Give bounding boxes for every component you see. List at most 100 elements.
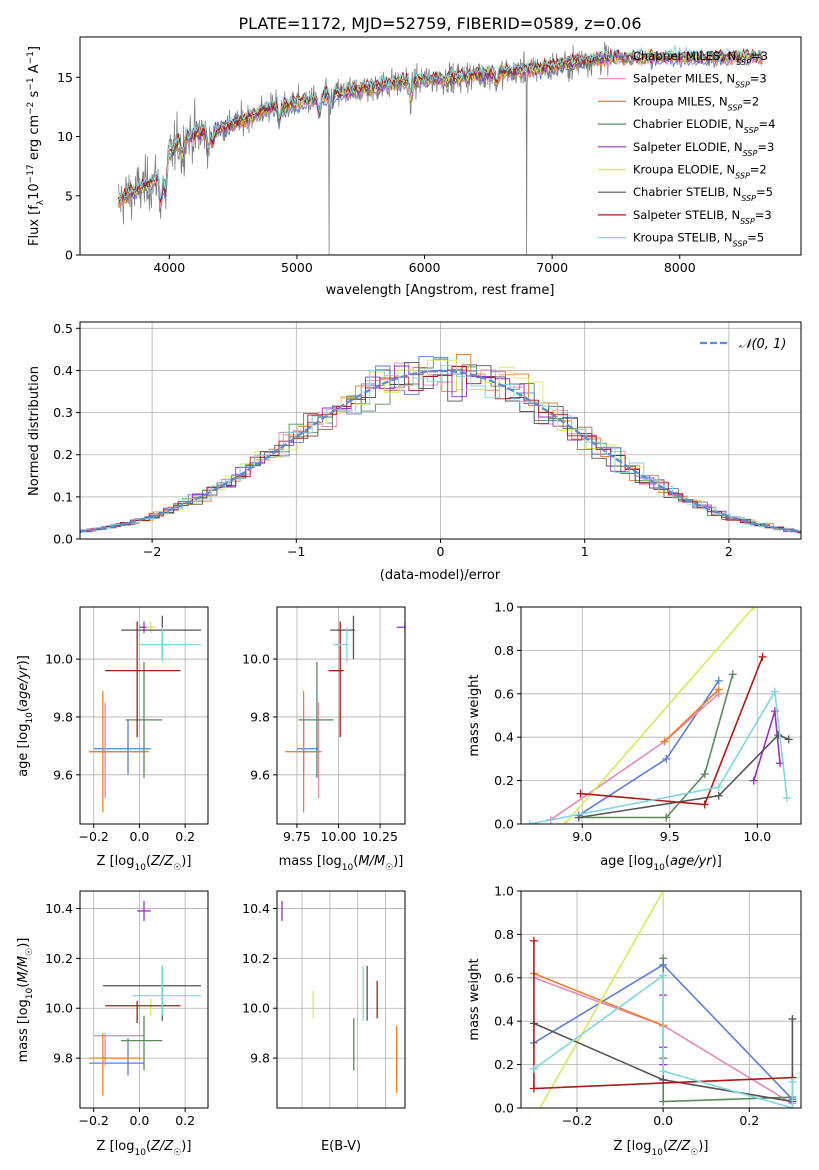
series-7-marker <box>758 652 767 661</box>
label-part: Kroupa MILES, N <box>633 94 728 108</box>
y-tick-label: 10.0 <box>242 1001 270 1016</box>
y-tick-label: 10.2 <box>45 951 73 966</box>
label-part: ] <box>27 46 42 51</box>
x-tick-label: −0.2 <box>79 1113 109 1128</box>
label-part: / <box>16 965 31 972</box>
series-2-marker <box>660 737 669 746</box>
label-part: Z [log <box>97 854 135 869</box>
label-part: / <box>693 854 700 869</box>
age_vs_Z-ylabel: age [log10(age/yr)] <box>16 655 35 777</box>
label-part: =2 <box>742 94 759 108</box>
y-tick-label: 9.6 <box>250 767 270 782</box>
label-part: =3 <box>750 72 767 86</box>
label-part: =3 <box>757 140 774 154</box>
axes-frame <box>79 890 209 1109</box>
y-tick-label: 0.5 <box>53 321 73 336</box>
y-tick-label: 1.0 <box>494 600 514 615</box>
x-tick-label: 4000 <box>153 260 185 275</box>
series-8-marker <box>770 687 779 696</box>
series-3-marker <box>700 770 709 779</box>
y-tick-label: 15 <box>57 70 73 85</box>
weight_vs_Z-xlabel: Z [log10(Z/Z☉)] <box>614 1139 709 1158</box>
series-4-marker <box>749 776 758 785</box>
series-7-marker <box>576 789 585 798</box>
label-part: 10 <box>651 1148 663 1158</box>
x-tick-label: 10.00 <box>321 829 357 844</box>
label-part: =5 <box>747 231 764 245</box>
label-part: 10 <box>653 863 665 873</box>
mass_vs_Z-xlabel: Z [log10(Z/Z☉)] <box>97 1139 192 1158</box>
label-part: Z <box>150 854 161 869</box>
label-part: ☉ <box>173 1148 181 1158</box>
label-part: M <box>16 956 31 967</box>
figure-title: PLATE=1172, MJD=52759, FIBERID=0589, z=0… <box>238 14 641 33</box>
label-part: SSP <box>735 171 750 180</box>
x-tick-label: 6000 <box>409 260 441 275</box>
x-tick-label: 9.75 <box>283 829 311 844</box>
x-tick-label: 7000 <box>536 260 568 275</box>
label-part: SSP <box>744 126 759 135</box>
x-tick-label: 0.0 <box>129 829 149 844</box>
plot-area <box>89 615 202 813</box>
series-0-marker <box>662 754 671 763</box>
legend-label: Chabrier ELODIE, NSSP=4 <box>633 117 775 135</box>
label-part: yr <box>698 854 714 869</box>
label-part: / <box>16 677 31 684</box>
label-part: =5 <box>756 185 773 199</box>
label-part: ( <box>663 1139 668 1154</box>
label-part: ( <box>16 707 31 712</box>
legend-label: Chabrier MILES, NSSP=3 <box>633 49 768 67</box>
legend-label: Salpeter ELODIE, NSSP=3 <box>633 140 774 158</box>
label-part: Kroupa STELIB, N <box>633 231 733 245</box>
series-8-marker <box>783 793 791 802</box>
axes-spectrum: 4000 5000 6000 7000 8000 0 5 10 15 Chabrier MILES… <box>57 36 802 275</box>
label-part: ( <box>665 854 670 869</box>
label-part: / <box>676 1139 683 1154</box>
y-tick-label: 0.2 <box>53 447 73 462</box>
x-tick-label: −2 <box>143 544 161 559</box>
axes-weight_vs_age: 9.0 9.5 10.0 0.0 0.2 0.4 0.6 0.8 1.0 <box>494 600 802 844</box>
plot-area <box>285 615 405 813</box>
series-5-marker <box>560 820 569 824</box>
label-part: SSP <box>736 58 751 67</box>
label-part: Z <box>150 1139 161 1154</box>
label-part: mass [log <box>279 854 342 869</box>
series-3-marker <box>728 670 737 679</box>
label-part: ☉ <box>385 863 393 873</box>
y-tick-label: 0.6 <box>494 970 514 985</box>
label-part: SSP <box>733 239 748 248</box>
axes-frame <box>520 890 802 1109</box>
weight_vs_Z-ylabel: mass weight <box>467 958 482 1040</box>
series-5-line <box>539 891 664 1108</box>
legend-label: Salpeter MILES, NSSP=3 <box>633 72 767 90</box>
label-part: erg cm <box>27 115 42 164</box>
label-part: / <box>159 854 166 869</box>
label-part: Z <box>667 1139 678 1154</box>
plot-area <box>525 607 793 824</box>
series-2-line <box>533 972 664 1027</box>
x-tick-label: 2 <box>725 544 733 559</box>
axes-frame <box>520 606 802 825</box>
y-tick-label: 0.3 <box>53 405 73 420</box>
series-8-marker <box>788 1104 797 1108</box>
series-6-marker <box>788 1015 797 1024</box>
label-part: M <box>358 854 369 869</box>
label-part: −1 <box>26 51 36 64</box>
y-tick-label: 10.0 <box>45 652 73 667</box>
label-part: Salpeter STELIB, N <box>633 208 740 222</box>
x-tick-label: 8000 <box>664 260 696 275</box>
x-tick-label: 0.2 <box>175 829 195 844</box>
label-part: λ <box>36 199 46 205</box>
x-tick-label: 0 <box>437 544 445 559</box>
label-part: ( <box>353 854 358 869</box>
label-part: =3 <box>751 49 768 63</box>
y-tick-label: 0.6 <box>494 686 514 701</box>
label-part: Z <box>163 854 174 869</box>
legend-label: Kroupa STELIB, NSSP=5 <box>633 231 764 249</box>
series-2-line <box>663 688 720 743</box>
x-tick-label: 9.5 <box>660 829 680 844</box>
label-part: age <box>16 683 31 707</box>
label-part: s <box>27 90 42 101</box>
series-2-marker <box>714 685 723 694</box>
